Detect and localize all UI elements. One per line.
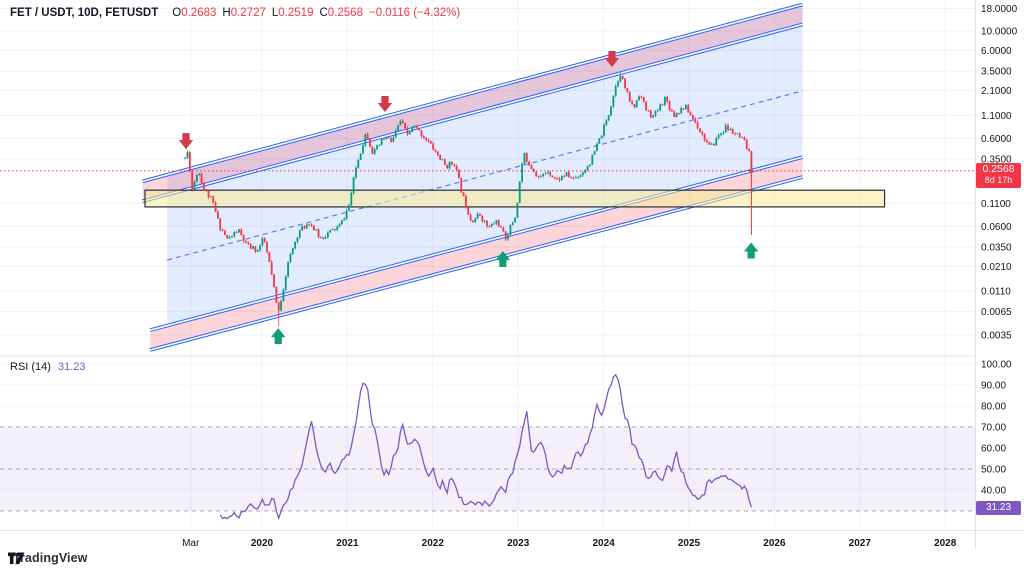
price-tick-label: 0.0110: [981, 287, 1011, 298]
rsi-tick-label: 100.00: [981, 360, 1012, 371]
parallel-channel-drawing[interactable]: [141, 2, 804, 352]
rsi-title[interactable]: RSI (14): [10, 361, 51, 373]
sell-arrow[interactable]: [178, 133, 194, 150]
price-axis[interactable]: 18.0000 10.0000 6.0000 3.5000 2.1000 1.1000 0.…: [981, 4, 1018, 341]
price-tick-label: 0.1100: [981, 199, 1011, 210]
rsi-legend[interactable]: RSI (14) 31.23: [10, 361, 86, 373]
price-tick-label: 0.0210: [981, 262, 1012, 273]
sell-arrow[interactable]: [377, 95, 393, 112]
tradingview-logo-icon: [8, 552, 25, 565]
close-value: 0.2568: [327, 7, 363, 19]
price-tick-label: 0.0350: [981, 243, 1012, 254]
rsi-current-value: 31.23: [57, 361, 86, 373]
rsi-tick-label: 60.00: [981, 444, 1006, 455]
buy-arrow[interactable]: [743, 242, 759, 259]
last-price-label: 0.2568: [982, 162, 1015, 175]
high-value: 0.2727: [230, 7, 266, 19]
time-tick-label: 2028: [934, 538, 957, 549]
open-value: 0.2683: [181, 7, 217, 19]
rsi-tick-label: 50.00: [981, 465, 1006, 476]
signal-arrows: [178, 51, 759, 345]
low-value: 0.2519: [278, 7, 314, 19]
high-label: H: [222, 7, 231, 19]
price-tick-label: 0.0035: [981, 330, 1012, 341]
price-tick-label: 0.0600: [981, 222, 1012, 233]
channel-midline[interactable]: [167, 90, 803, 261]
time-tick-label: 2027: [849, 538, 872, 549]
price-tick-label: 1.1000: [981, 111, 1012, 122]
rsi-tick-label: 40.00: [981, 486, 1006, 497]
time-tick-label: 2026: [763, 538, 786, 549]
symbol-title[interactable]: FET / USDT, 10D, FETUSDT: [10, 7, 159, 19]
tradingview-attribution[interactable]: TradingView: [8, 551, 88, 565]
price-tick-label: 10.0000: [981, 27, 1018, 38]
rsi-plot-line: [219, 373, 753, 521]
time-axis[interactable]: Mar 2020 2021 2022 2023 2024 2025 2026 2027 2028: [182, 538, 957, 549]
symbol-legend[interactable]: FET / USDT, 10D, FETUSDT O0.2683 H0.2727 L0…: [10, 7, 460, 19]
time-tick-label: 2021: [336, 538, 359, 549]
low-label: L: [271, 7, 279, 19]
rsi-tick-label: 80.00: [981, 402, 1006, 413]
buy-arrow[interactable]: [271, 328, 286, 345]
last-price-dot: [749, 168, 754, 173]
time-tick-label: Mar: [182, 538, 200, 549]
time-tick-label: 2024: [592, 538, 615, 549]
time-tick-label: 2025: [678, 538, 701, 549]
tradingview-brand-text: TradingView: [13, 551, 88, 565]
price-tick-label: 2.1000: [981, 86, 1012, 97]
last-price-badge: 0.2568 8d 17h: [976, 162, 1021, 188]
time-tick-label: 2022: [422, 538, 445, 549]
channel-interior-fill: [167, 4, 803, 326]
open-label: O: [172, 7, 182, 19]
price-tick-label: 0.0065: [981, 307, 1012, 318]
price-tick-label: 0.3500: [981, 155, 1012, 166]
buy-arrow[interactable]: [495, 250, 511, 267]
rsi-tick-label: 70.00: [981, 423, 1006, 434]
support-zone-rectangle[interactable]: [144, 189, 886, 208]
rsi-pane: [0, 426, 975, 512]
rsi-tick-label: 90.00: [981, 381, 1006, 392]
grid-lines: [0, 0, 975, 530]
rsi-value-badge: 31.23: [976, 501, 1021, 516]
close-label: C: [319, 7, 328, 19]
price-tick-label: 6.0000: [981, 46, 1012, 57]
sell-arrow[interactable]: [604, 51, 620, 68]
time-tick-label: 2020: [251, 538, 274, 549]
price-tick-label: 0.6000: [981, 134, 1012, 145]
candlestick-series: [184, 71, 753, 327]
channel-upper-band: [142, 4, 803, 202]
change-value: −0.0116 (−4.32%): [368, 7, 461, 19]
price-tick-label: 3.5000: [981, 67, 1012, 78]
rsi-axis[interactable]: 100.00 90.00 80.00 70.00 60.00 50.00 40.00: [981, 360, 1012, 497]
price-tick-label: 18.0000: [981, 4, 1018, 15]
time-tick-label: 2023: [507, 538, 530, 549]
bar-countdown: 8d 17h: [984, 174, 1013, 185]
